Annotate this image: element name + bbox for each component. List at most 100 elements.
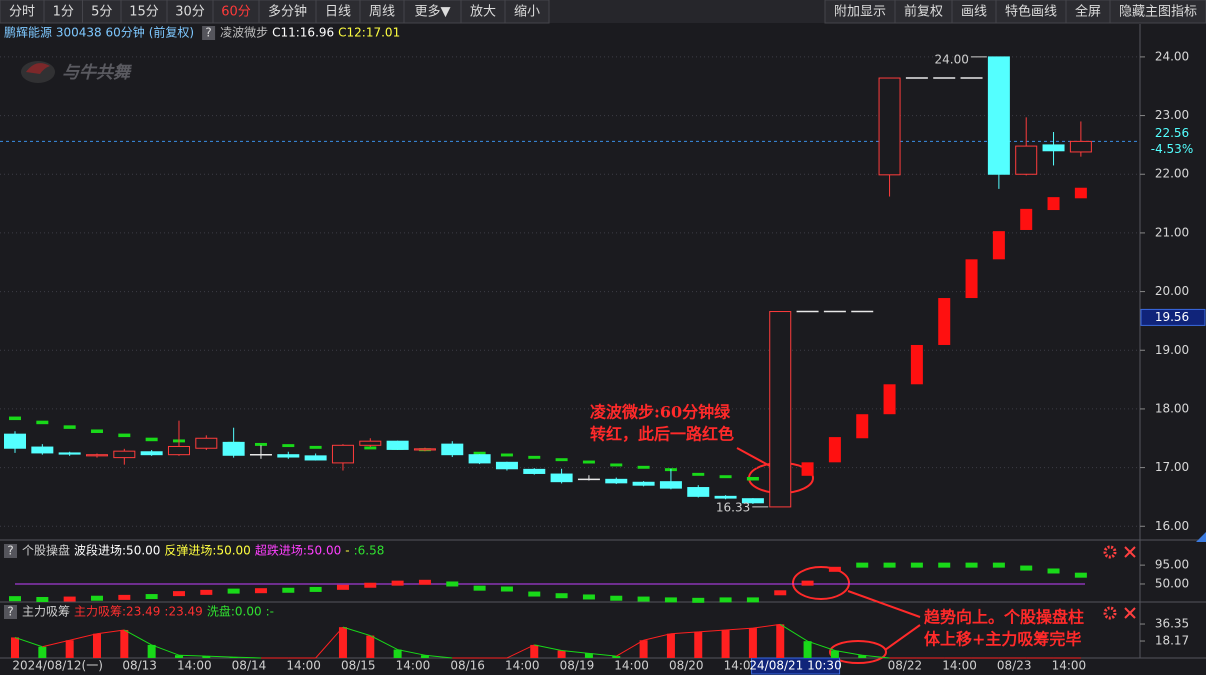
absorb-line (397, 649, 426, 656)
y-tick-label: 18.17 (1155, 634, 1189, 648)
annotation: 凌波微步:60分钟绿 (590, 403, 731, 422)
candle-body (167, 445, 190, 456)
lingbo-bar (910, 344, 923, 385)
lingbo-bar (856, 414, 869, 439)
absorb-bar (147, 644, 156, 658)
absorb-line (698, 629, 726, 633)
last-change-label: -4.53% (1151, 142, 1193, 156)
toolbar-button-label[interactable]: 分时 (9, 5, 35, 20)
absorb-bar (858, 655, 867, 658)
help-icon[interactable] (4, 544, 17, 558)
candle-body (523, 468, 546, 474)
candle-body (4, 433, 26, 449)
panel-title: 个股操盘 (22, 543, 70, 558)
crosshair-x-box (751, 657, 841, 675)
lingbo-bar (1020, 208, 1033, 230)
cursor-price-box (1140, 308, 1206, 326)
absorb-bar (202, 656, 211, 658)
last-price-label: 22.56 (1155, 126, 1189, 140)
help-icon-label[interactable]: ? (7, 544, 13, 558)
lingbo-bar (828, 437, 841, 463)
toolbar-button-label[interactable]: 1分 (53, 5, 74, 20)
toolbar-button-label[interactable]: 60分 (221, 5, 251, 20)
toolbar-button-label[interactable]: 5分 (91, 5, 112, 20)
lingbo-bar (746, 476, 759, 481)
toolbar-button-label[interactable]: 更多▼ (415, 4, 451, 20)
x-tick-label: 08/15 (341, 659, 376, 673)
close-icon[interactable] (1124, 607, 1136, 619)
absorb-line (96, 629, 125, 635)
operate-dash (500, 586, 513, 592)
toolbar-button-label[interactable]: 缩小 (514, 4, 540, 20)
toolbar-button-label[interactable]: 30分 (175, 5, 205, 20)
operate-dash (992, 562, 1005, 568)
absorb-bar (38, 646, 47, 658)
annotation-arrow (847, 590, 921, 618)
operate-dash (227, 588, 240, 594)
absorb-line (643, 633, 672, 641)
annotation-arrow (884, 624, 921, 651)
y-tick-label: 20.00 (1155, 284, 1189, 298)
y-tick-label: 24.00 (1155, 49, 1189, 63)
candle-body (331, 444, 354, 464)
close-icon[interactable] (1124, 546, 1136, 619)
absorb-line (14, 636, 43, 648)
absorb-line (862, 654, 890, 659)
help-icon[interactable] (202, 26, 216, 40)
absorb-line (670, 631, 699, 635)
absorb-bar (530, 644, 539, 658)
operate-dash (309, 586, 322, 592)
toolbar-button-label[interactable]: 前复权 (904, 4, 943, 20)
toolbar-button-label[interactable]: 全屏 (1075, 4, 1101, 20)
close-icon[interactable] (1124, 546, 1136, 558)
candle-body (277, 454, 300, 458)
candle-body (1015, 145, 1038, 175)
toolbar-button-label[interactable]: 15分 (129, 5, 159, 20)
lingbo-bar (610, 463, 623, 467)
stock-info: 鹏辉能源 300438 60分钟 (4, 25, 145, 40)
toolbar-button-label[interactable]: 附加显示 (834, 5, 886, 20)
absorb-bar (776, 624, 785, 658)
toolbar-button-label[interactable]: 特色画线 (1005, 4, 1057, 20)
operate-dash (1047, 568, 1060, 574)
x-tick-label: 08/14 (232, 659, 267, 673)
settings-icon[interactable] (1103, 545, 1117, 620)
operate-dash (555, 593, 568, 599)
panel-legend: :- (266, 605, 274, 619)
panel-legend: :6.58 (354, 544, 385, 558)
candle-body (714, 495, 737, 499)
operate-dash (118, 594, 131, 600)
absorb-line (206, 655, 234, 658)
toolbar-button-label[interactable]: 多分钟 (268, 4, 307, 20)
y-tick-label: 17.00 (1155, 460, 1189, 474)
lingbo-bar (1074, 187, 1087, 199)
toolbar-button-label[interactable]: 隐藏主图指标 (1119, 5, 1197, 20)
toolbar-button[interactable] (824, 0, 896, 24)
indicator-value: C12:17.01 (338, 26, 400, 40)
absorb-bar (803, 641, 812, 658)
low-label: 16.33 (716, 500, 750, 514)
absorb-bar (420, 655, 429, 658)
help-icon-label[interactable]: ? (205, 26, 211, 40)
absorb-bar (338, 627, 347, 658)
toolbar-button-label[interactable]: 画线 (961, 5, 987, 20)
help-icon-label[interactable]: ? (7, 605, 13, 619)
annotation: 体上移+主力吸筹完毕 (924, 630, 1081, 649)
operate-dash (801, 580, 814, 586)
operate-dash (1074, 572, 1087, 578)
operate-dash (90, 595, 103, 601)
panel-legend: :23.49 (164, 605, 202, 619)
toolbar-button-label[interactable]: 周线 (369, 5, 395, 20)
toolbar-button-label[interactable]: 日线 (325, 5, 351, 20)
settings-icon[interactable] (1103, 545, 1117, 559)
help-icon[interactable] (4, 605, 17, 619)
toolbar-button-label[interactable]: 放大 (470, 5, 496, 20)
candle-body (195, 437, 218, 449)
absorb-line (834, 650, 863, 656)
settings-icon[interactable] (1103, 606, 1117, 620)
toolbar-button[interactable] (504, 0, 550, 24)
x-tick-label: 14:00 (396, 659, 431, 673)
panel-legend: 超跌进场:50.00 (255, 543, 341, 558)
lingbo-bar (90, 429, 103, 433)
absorb-bar (584, 653, 593, 658)
